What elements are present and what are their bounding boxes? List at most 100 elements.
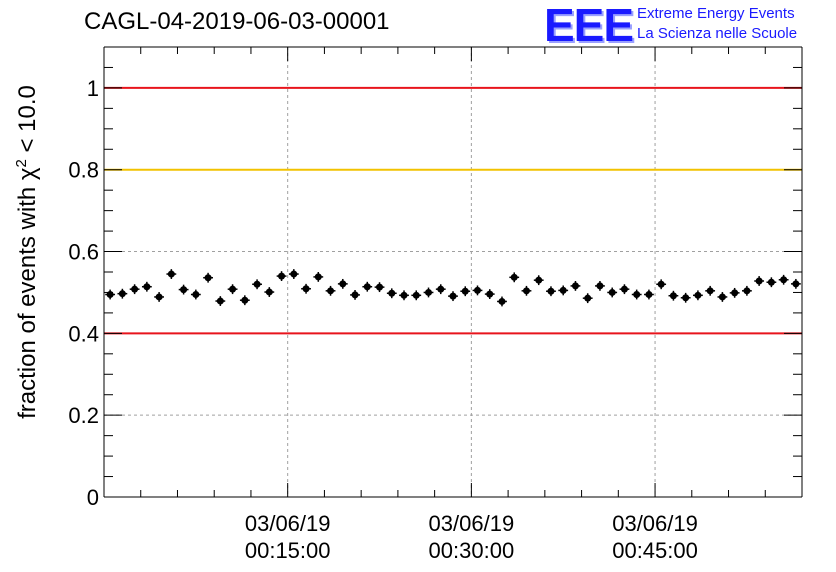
data-point (215, 296, 226, 306)
data-point (729, 287, 740, 298)
data-point (350, 290, 360, 300)
point-marker (449, 292, 457, 300)
data-point (227, 284, 238, 295)
data-point (472, 285, 483, 296)
point-marker (522, 287, 530, 295)
data-point (288, 269, 299, 279)
point-marker (412, 291, 420, 299)
point-marker (473, 286, 481, 294)
point-marker (437, 285, 445, 293)
point-marker (559, 286, 567, 294)
data-point (117, 288, 128, 299)
data-point (558, 285, 569, 296)
eee-logo: EEE Extreme Energy Events La Scienza nel… (544, 0, 834, 51)
point-marker (155, 293, 163, 301)
data-point (656, 279, 667, 290)
point-marker (241, 296, 249, 304)
point-marker (780, 276, 788, 284)
data-point (313, 272, 324, 282)
point-marker (792, 280, 800, 288)
data-point (631, 289, 642, 300)
data-point (337, 278, 348, 289)
y-tick-label: 1 (87, 76, 99, 101)
data-point (680, 292, 691, 303)
point-marker (425, 288, 433, 296)
data-point (497, 296, 507, 307)
point-marker (535, 276, 543, 284)
point-marker (265, 288, 273, 296)
y-label-symbol: χ (14, 167, 41, 180)
point-marker (118, 290, 126, 298)
point-marker (498, 297, 506, 305)
data-point (264, 287, 275, 297)
axes (103, 46, 803, 498)
point-marker (755, 277, 763, 285)
y-label-threshold: < 10.0 (14, 85, 41, 159)
data-point (607, 287, 618, 298)
y-tick-label: 0.8 (68, 158, 99, 183)
y-label-superscript: 2 (13, 159, 30, 167)
data-point (105, 289, 116, 300)
data-point (399, 290, 409, 301)
data-point (766, 277, 777, 288)
data-point (129, 284, 140, 295)
point-marker (731, 289, 739, 297)
point-marker (486, 290, 494, 298)
point-marker (706, 287, 714, 295)
y-tick-labels: 0 0.2 0.4 0.6 0.8 1 (68, 76, 99, 510)
point-marker (327, 287, 335, 295)
data-point (448, 291, 458, 302)
logo-line-2: La Scienza nelle Scuole (637, 25, 798, 42)
point-marker (743, 287, 751, 295)
point-marker (376, 283, 384, 291)
data-point (386, 288, 397, 299)
data-point (717, 292, 728, 302)
x-tick-label-time: 00:15:00 (245, 538, 331, 563)
data-point (754, 276, 765, 286)
data-point (778, 274, 789, 285)
point-marker (339, 280, 347, 288)
point-marker (351, 291, 359, 299)
data-point (644, 289, 654, 300)
data-point (619, 284, 630, 295)
data-point (435, 284, 446, 295)
y-tick-label: 0.6 (68, 240, 99, 265)
x-tick-labels: 03/06/1900:15:0003/06/1900:30:0003/06/19… (245, 511, 698, 563)
data-point (301, 283, 311, 294)
point-marker (682, 294, 690, 302)
point-marker (596, 282, 604, 290)
data-point (693, 290, 703, 301)
x-tick-label-time: 00:45:00 (612, 538, 698, 563)
y-tick-label: 0.2 (68, 403, 99, 428)
point-marker (571, 282, 579, 290)
point-marker (180, 286, 188, 294)
data-point (521, 285, 532, 296)
point-marker (767, 278, 775, 286)
data-point (362, 281, 373, 292)
point-marker (388, 289, 396, 297)
x-tick-label-date: 03/06/19 (245, 511, 331, 536)
point-marker (620, 285, 628, 293)
point-marker (204, 274, 212, 282)
point-marker (363, 283, 371, 291)
data-point (546, 286, 556, 297)
point-marker (229, 285, 237, 293)
data-point (166, 269, 177, 279)
x-tick-label-date: 03/06/19 (429, 511, 515, 536)
y-label-text: fraction of events with (14, 180, 41, 419)
point-marker (290, 270, 298, 278)
point-marker (400, 291, 408, 299)
point-marker (314, 273, 322, 281)
point-marker (608, 288, 616, 296)
logo-mark: EEE (544, 0, 634, 51)
reference-lines (104, 86, 802, 335)
data-point (595, 281, 605, 291)
point-marker (143, 283, 151, 291)
point-marker (461, 287, 469, 295)
data-point (190, 289, 201, 300)
chart-title: CAGL-04-2019-06-03-00001 (84, 8, 390, 35)
point-marker (253, 280, 261, 288)
data-point (790, 278, 801, 289)
data-point (325, 285, 336, 296)
